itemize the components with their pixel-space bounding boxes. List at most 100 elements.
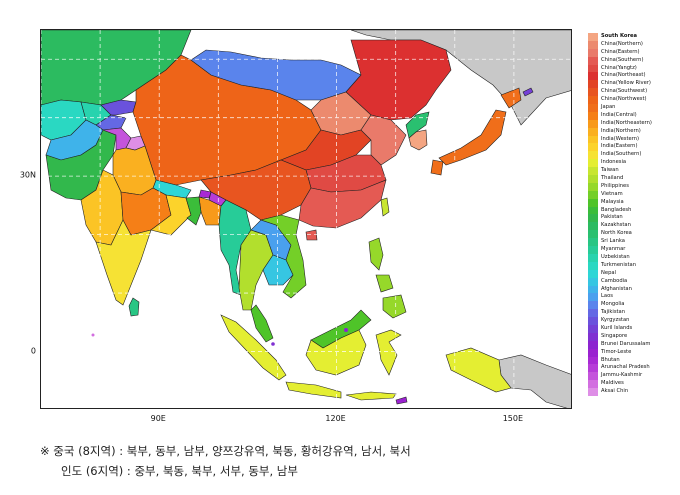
legend-swatch <box>588 64 598 73</box>
region-philippines-visayas <box>375 274 394 293</box>
legend-label: Kuril Islands <box>601 324 633 331</box>
legend-swatch <box>588 277 598 286</box>
legend-label: Brunei Darussalam <box>601 340 651 347</box>
region-sri-lanka <box>128 297 140 317</box>
legend-label: Laos <box>601 293 613 300</box>
legend-swatch <box>588 372 598 381</box>
legend-label: India(Central) <box>601 111 637 118</box>
legend-swatch <box>588 104 598 112</box>
legend-item: Thailand <box>588 175 680 183</box>
legend-item: Mongolia <box>588 301 680 310</box>
legend-label: Kazakhstan <box>601 222 631 229</box>
legend-item: India(Western) <box>588 135 680 144</box>
legend-swatch <box>588 175 598 183</box>
legend-swatch <box>588 317 598 325</box>
legend-item: Timor-Leste <box>588 348 680 357</box>
legend-swatch <box>588 190 598 199</box>
legend-item: China(Yangtz) <box>588 64 680 73</box>
legend-label: India(Western) <box>601 135 640 142</box>
legend-swatch <box>588 253 598 262</box>
legend-label: Bangladesh <box>601 206 632 213</box>
legend-label: China(Northwest) <box>601 96 647 103</box>
legend-item: Taiwan <box>588 167 680 176</box>
legend-item: India(Central) <box>588 111 680 120</box>
legend-swatch <box>588 222 598 231</box>
legend-label: Malaysia <box>601 198 624 205</box>
region-myanmar <box>218 199 252 296</box>
region-indonesia-sumatra <box>220 314 287 381</box>
legend-item: China(Eastern) <box>588 48 680 57</box>
legend-label: Taiwan <box>601 167 619 174</box>
legend-item: China(Southwest) <box>588 88 680 97</box>
legend-item: Bhutan <box>588 356 680 365</box>
legend-swatch <box>588 135 598 144</box>
legend-swatch <box>588 72 598 81</box>
legend-label: Cambodia <box>601 277 628 284</box>
legend-swatch <box>588 246 598 254</box>
legend-label: Mongolia <box>601 301 625 308</box>
legend-label: China(Yangtz) <box>601 64 637 71</box>
region-singapore <box>271 342 275 346</box>
legend-label: India(Northern) <box>601 127 641 134</box>
legend-label: Uzbekistan <box>601 253 630 260</box>
legend-item: China(Northwest) <box>588 96 680 105</box>
legend-item: China(Northern) <box>588 40 680 49</box>
legend-label: China(Northern) <box>601 40 643 47</box>
legend-label: North Korea <box>601 230 632 237</box>
region-indonesia-papua <box>445 347 512 393</box>
legend-swatch <box>588 151 598 160</box>
legend-label: China(Southern) <box>601 56 644 63</box>
legend-swatch <box>588 356 598 365</box>
region-hainan <box>305 229 318 241</box>
legend-item: Japan <box>588 104 680 112</box>
legend-swatch <box>588 214 598 223</box>
legend-item: China(Yellow River) <box>588 80 680 89</box>
region-japan-kyushu <box>430 159 444 176</box>
legend-label: Maldives <box>601 380 624 387</box>
region-maldives <box>91 333 95 337</box>
region-kuril-islands <box>522 87 534 97</box>
legend-label: Japan <box>601 104 616 111</box>
legend-swatch <box>588 293 598 302</box>
legend-label: Myanmar <box>601 246 626 253</box>
legend-swatch <box>588 143 598 152</box>
legend-item: Nepal <box>588 269 680 278</box>
region-china-eastern <box>360 114 407 166</box>
y-tick-label: 0 <box>30 346 36 356</box>
legend-label: Turkmenistan <box>601 261 636 268</box>
legend-swatch <box>588 167 598 176</box>
legend-label: Tajikistan <box>601 309 626 316</box>
legend-label: Timor-Leste <box>601 348 632 355</box>
legend-swatch <box>588 332 598 341</box>
legend-item: Vietnam <box>588 190 680 199</box>
map-frame <box>40 29 572 409</box>
region-bangladesh <box>185 196 202 226</box>
region-india-southern <box>95 219 152 306</box>
legend-label: China(Eastern) <box>601 48 640 55</box>
legend-item: Kuril Islands <box>588 324 680 333</box>
legend-item: Bangladesh <box>588 206 680 215</box>
legend-swatch <box>588 206 598 215</box>
legend-swatch <box>588 380 598 389</box>
legend-label: South Korea <box>601 33 638 39</box>
legend-item: Tajikistan <box>588 309 680 318</box>
legend-swatch <box>588 88 598 97</box>
legend-swatch <box>588 119 598 128</box>
y-tick-label: 30N <box>19 170 36 180</box>
legend-item: Myanmar <box>588 246 680 254</box>
region-china-southern <box>298 179 387 229</box>
x-tick-label: 90E <box>150 414 166 423</box>
legend-swatch <box>588 269 598 278</box>
x-tick-label: 150E <box>502 414 524 423</box>
legend-swatch <box>588 80 598 89</box>
legend-swatch <box>588 230 598 239</box>
legend-swatch <box>588 198 598 207</box>
region-japan-honshu <box>438 109 507 166</box>
x-tick-label: 120E <box>325 414 346 423</box>
legend: South Korea China(Northern) China(Eastern)… <box>588 33 680 396</box>
legend-item: Malaysia <box>588 198 680 207</box>
region-vietnam <box>259 214 307 299</box>
legend-item: North Korea <box>588 230 680 239</box>
legend-item: Kyrgyzstan <box>588 317 680 325</box>
legend-swatch <box>588 261 598 270</box>
